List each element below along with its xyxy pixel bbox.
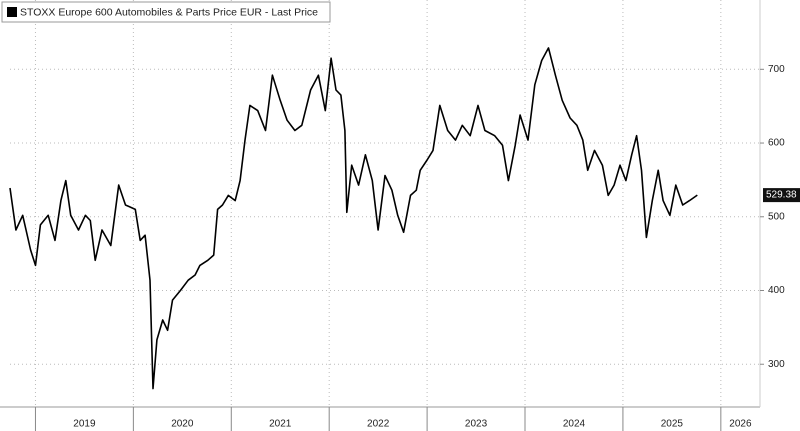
x-tick-label: 2024 (563, 419, 586, 430)
x-tick-label: 2019 (73, 419, 96, 430)
legend-label: STOXX Europe 600 Automobiles & Parts Pri… (20, 6, 318, 18)
y-tick-label: 400 (768, 285, 785, 296)
x-tick-label: 2022 (367, 419, 390, 430)
last-price-label: 529.38 (766, 190, 797, 201)
price-line (9, 47, 698, 390)
y-tick-label: 700 (768, 64, 785, 75)
legend: STOXX Europe 600 Automobiles & Parts Pri… (1, 1, 331, 23)
legend-swatch (7, 7, 17, 17)
x-tick-label: 2026 (729, 419, 752, 430)
last-price-tag (763, 188, 800, 203)
y-tick-label: 600 (768, 138, 785, 149)
y-tick-label: 500 (768, 211, 785, 222)
x-tick-label: 2023 (465, 419, 488, 430)
x-tick-label: 2025 (661, 419, 684, 430)
x-tick-label: 2021 (269, 419, 292, 430)
y-tick-label: 300 (768, 359, 785, 370)
x-tick-label: 2020 (171, 419, 194, 430)
legend-box (1, 1, 331, 23)
